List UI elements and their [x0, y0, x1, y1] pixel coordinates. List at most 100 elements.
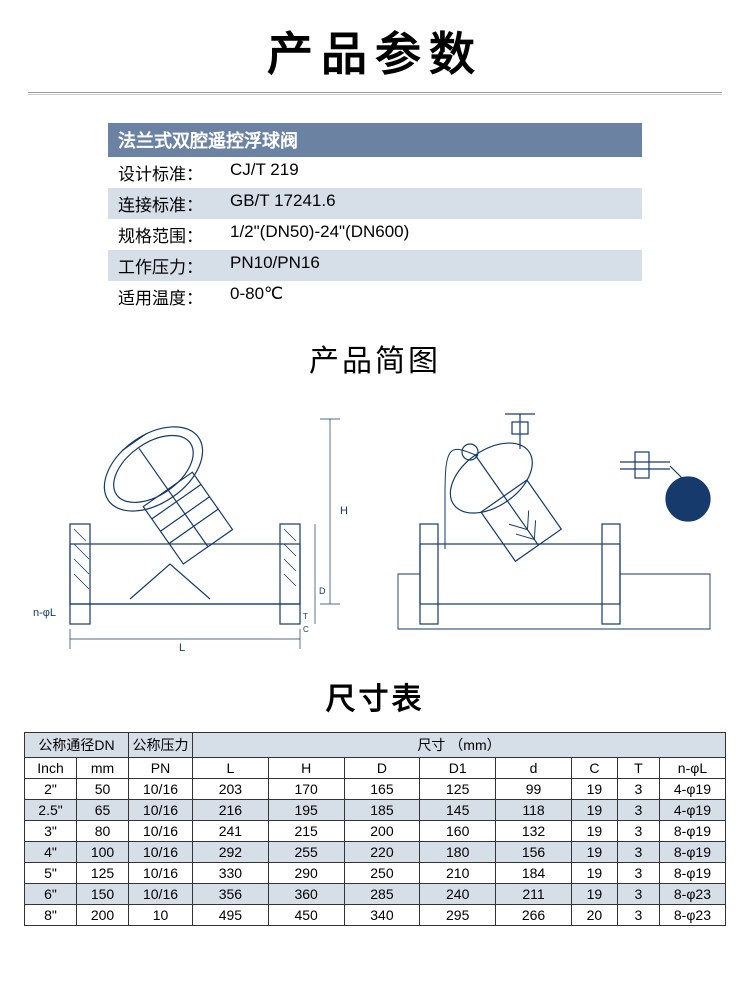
table-cell: 19 — [571, 779, 617, 800]
table-cell: 6" — [25, 884, 77, 905]
table-cell: 80 — [77, 821, 129, 842]
table-cell: 132 — [496, 821, 572, 842]
table-cell: 19 — [571, 842, 617, 863]
table-cell: 5" — [25, 863, 77, 884]
table-row: 2"5010/16203170165125991934-φ19 — [25, 779, 726, 800]
table-row: 5"12510/163302902502101841938-φ19 — [25, 863, 726, 884]
table-cell: 3" — [25, 821, 77, 842]
table-cell: 241 — [193, 821, 269, 842]
table-cell: 266 — [496, 905, 572, 926]
table-cell: 360 — [268, 884, 344, 905]
table-cell: 215 — [268, 821, 344, 842]
table-cell: 210 — [420, 863, 496, 884]
table-cell: 200 — [344, 821, 420, 842]
th-d: D — [344, 758, 420, 779]
spec-row: 连接标准：GB/T 17241.6 — [108, 188, 642, 219]
table-cell: 10/16 — [129, 842, 193, 863]
spec-label: 工作压力： — [118, 253, 230, 278]
svg-text:T: T — [303, 612, 308, 621]
table-cell: 2.5" — [25, 800, 77, 821]
th-inch: Inch — [25, 758, 77, 779]
table-cell: 356 — [193, 884, 269, 905]
th-t: T — [617, 758, 659, 779]
spec-block: 法兰式双腔遥控浮球阀 设计标准：CJ/T 219连接标准：GB/T 17241.… — [108, 123, 642, 312]
svg-text:D: D — [319, 586, 326, 596]
table-cell: 160 — [420, 821, 496, 842]
table-cell: 4" — [25, 842, 77, 863]
diagram-n-phi-label: n-φL — [33, 607, 56, 619]
dimensions-table: 公称通径DN 公称压力 尺寸 （mm） InchmmPNLHDD1dCTn-φL… — [24, 732, 726, 926]
table-cell: 2" — [25, 779, 77, 800]
table-cell: 8-φ19 — [659, 821, 725, 842]
spec-value: CJ/T 219 — [230, 160, 632, 185]
table-cell: 290 — [268, 863, 344, 884]
th-dn-group: 公称通径DN — [25, 733, 129, 758]
table-cell: 220 — [344, 842, 420, 863]
th-size-group: 尺寸 （mm） — [193, 733, 726, 758]
table-cell: 3 — [617, 821, 659, 842]
th-h: H — [268, 758, 344, 779]
table-cell: 250 — [344, 863, 420, 884]
table-row: 4"10010/162922552201801561938-φ19 — [25, 842, 726, 863]
table-cell: 3 — [617, 863, 659, 884]
th-n-φl: n-φL — [659, 758, 725, 779]
table-cell: 8" — [25, 905, 77, 926]
spec-row: 设计标准：CJ/T 219 — [108, 157, 642, 188]
spec-value: PN10/PN16 — [230, 253, 632, 278]
table-cell: 295 — [420, 905, 496, 926]
table-cell: 10 — [129, 905, 193, 926]
table-cell: 10/16 — [129, 821, 193, 842]
table-cell: 330 — [193, 863, 269, 884]
table-cell: 10/16 — [129, 884, 193, 905]
table-cell: 20 — [571, 905, 617, 926]
table-cell: 125 — [420, 779, 496, 800]
table-cell: 185 — [344, 800, 420, 821]
table-cell: 8-φ23 — [659, 884, 725, 905]
table-cell: 450 — [268, 905, 344, 926]
spec-label: 适用温度： — [118, 284, 230, 309]
table-cell: 19 — [571, 821, 617, 842]
table-cell: 19 — [571, 800, 617, 821]
table-cell: 10/16 — [129, 863, 193, 884]
table-cell: 150 — [77, 884, 129, 905]
table-cell: 285 — [344, 884, 420, 905]
table-cell: 3 — [617, 884, 659, 905]
table-cell: 495 — [193, 905, 269, 926]
diagram-title: 产品简图 — [0, 336, 750, 380]
table-row: 8"200104954503402952662038-φ23 — [25, 905, 726, 926]
table-cell: 184 — [496, 863, 572, 884]
th-c: C — [571, 758, 617, 779]
spec-row: 适用温度：0-80℃ — [108, 281, 642, 312]
table-cell: 4-φ19 — [659, 779, 725, 800]
table-cell: 50 — [77, 779, 129, 800]
table-cell: 125 — [77, 863, 129, 884]
table-cell: 255 — [268, 842, 344, 863]
table-cell: 19 — [571, 884, 617, 905]
spec-row: 规格范围：1/2"(DN50)-24"(DN600) — [108, 219, 642, 250]
svg-text:C: C — [303, 625, 309, 634]
spec-label: 规格范围： — [118, 222, 230, 247]
table-cell: 8-φ19 — [659, 842, 725, 863]
svg-text:H: H — [340, 505, 348, 517]
table-cell: 340 — [344, 905, 420, 926]
spec-value: 0-80℃ — [230, 284, 632, 309]
table-cell: 10/16 — [129, 800, 193, 821]
product-diagrams: L H D T C n-φL — [30, 394, 720, 654]
th-d: d — [496, 758, 572, 779]
table-cell: 118 — [496, 800, 572, 821]
table-cell: 8-φ19 — [659, 863, 725, 884]
table-cell: 100 — [77, 842, 129, 863]
table-cell: 240 — [420, 884, 496, 905]
table-cell: 180 — [420, 842, 496, 863]
table-cell: 292 — [193, 842, 269, 863]
spec-label: 连接标准： — [118, 191, 230, 216]
valve-cross-section-diagram: L H D T C n-φL — [30, 394, 360, 654]
table-cell: 19 — [571, 863, 617, 884]
table-cell: 99 — [496, 779, 572, 800]
table-cell: 3 — [617, 800, 659, 821]
spec-value: GB/T 17241.6 — [230, 191, 632, 216]
table-cell: 165 — [344, 779, 420, 800]
th-mm: mm — [77, 758, 129, 779]
th-d1: D1 — [420, 758, 496, 779]
th-pn: PN — [129, 758, 193, 779]
